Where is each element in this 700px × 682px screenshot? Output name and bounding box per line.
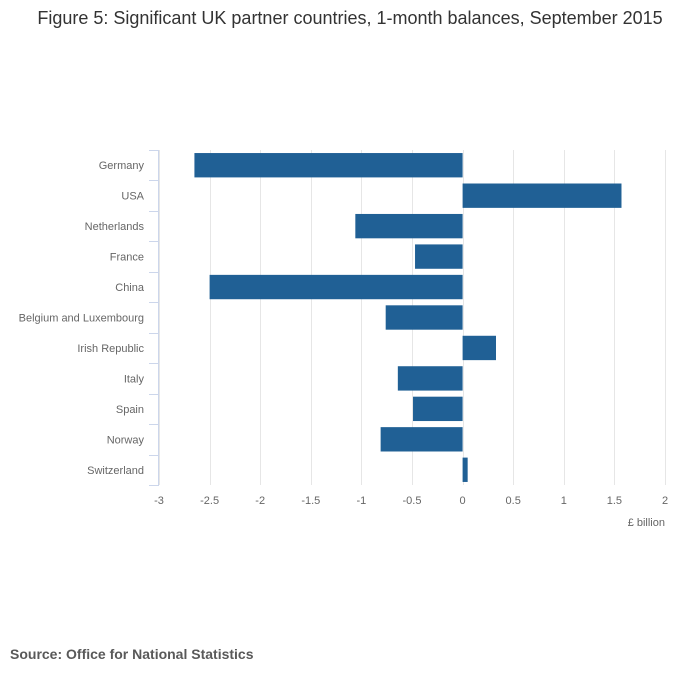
y-tick-label: Belgium and Luxembourg xyxy=(19,313,144,325)
y-tick-label: Switzerland xyxy=(87,465,144,477)
bars xyxy=(194,153,622,482)
x-tick-label: 1 xyxy=(561,495,567,507)
bar-switzerland[interactable] xyxy=(462,457,468,482)
bar-china[interactable] xyxy=(209,274,463,300)
chart-title: Figure 5: Significant UK partner countri… xyxy=(37,8,663,28)
x-axis: -3 -2.5 -2 -1.5 -1 -0.5 0 0.5 1 1.5 2 xyxy=(154,495,668,507)
y-tick-label: Italy xyxy=(124,373,145,385)
bar-norway[interactable] xyxy=(380,427,463,452)
y-tick-label: Norway xyxy=(107,434,145,446)
x-tick-label: -2.5 xyxy=(200,495,219,507)
y-tick-label: China xyxy=(115,282,145,294)
x-axis-title: £ billion xyxy=(628,517,665,529)
bar-usa[interactable] xyxy=(462,183,622,208)
y-tick-label: Spain xyxy=(116,404,144,416)
bar-belgium-and-luxembourg[interactable] xyxy=(385,305,463,330)
x-tick-label: 0.5 xyxy=(506,495,521,507)
y-axis: Germany USA Netherlands France China Belgium … xyxy=(19,150,159,486)
x-tick-label: 0 xyxy=(460,495,466,507)
x-tick-label: -3 xyxy=(154,495,164,507)
bar-spain[interactable] xyxy=(413,396,463,422)
y-tick-label: Netherlands xyxy=(85,221,145,233)
x-tick-label: -0.5 xyxy=(403,495,422,507)
bar-france[interactable] xyxy=(415,244,463,269)
source-note: Source: Office for National Statistics xyxy=(10,646,254,662)
y-tick-label: Irish Republic xyxy=(77,343,144,355)
x-tick-label: -1.5 xyxy=(301,495,320,507)
x-tick-label: 1.5 xyxy=(607,495,622,507)
y-tick-label: Germany xyxy=(99,160,145,172)
y-tick-label: France xyxy=(110,252,144,264)
x-tick-label: -1 xyxy=(357,495,367,507)
bar-netherlands[interactable] xyxy=(355,213,463,239)
x-tick-label: 2 xyxy=(662,495,668,507)
x-tick-label: -2 xyxy=(255,495,265,507)
y-tick-label: USA xyxy=(121,191,144,203)
bar-italy[interactable] xyxy=(397,366,463,391)
bar-germany[interactable] xyxy=(194,153,463,178)
bar-irish-republic[interactable] xyxy=(462,335,496,361)
